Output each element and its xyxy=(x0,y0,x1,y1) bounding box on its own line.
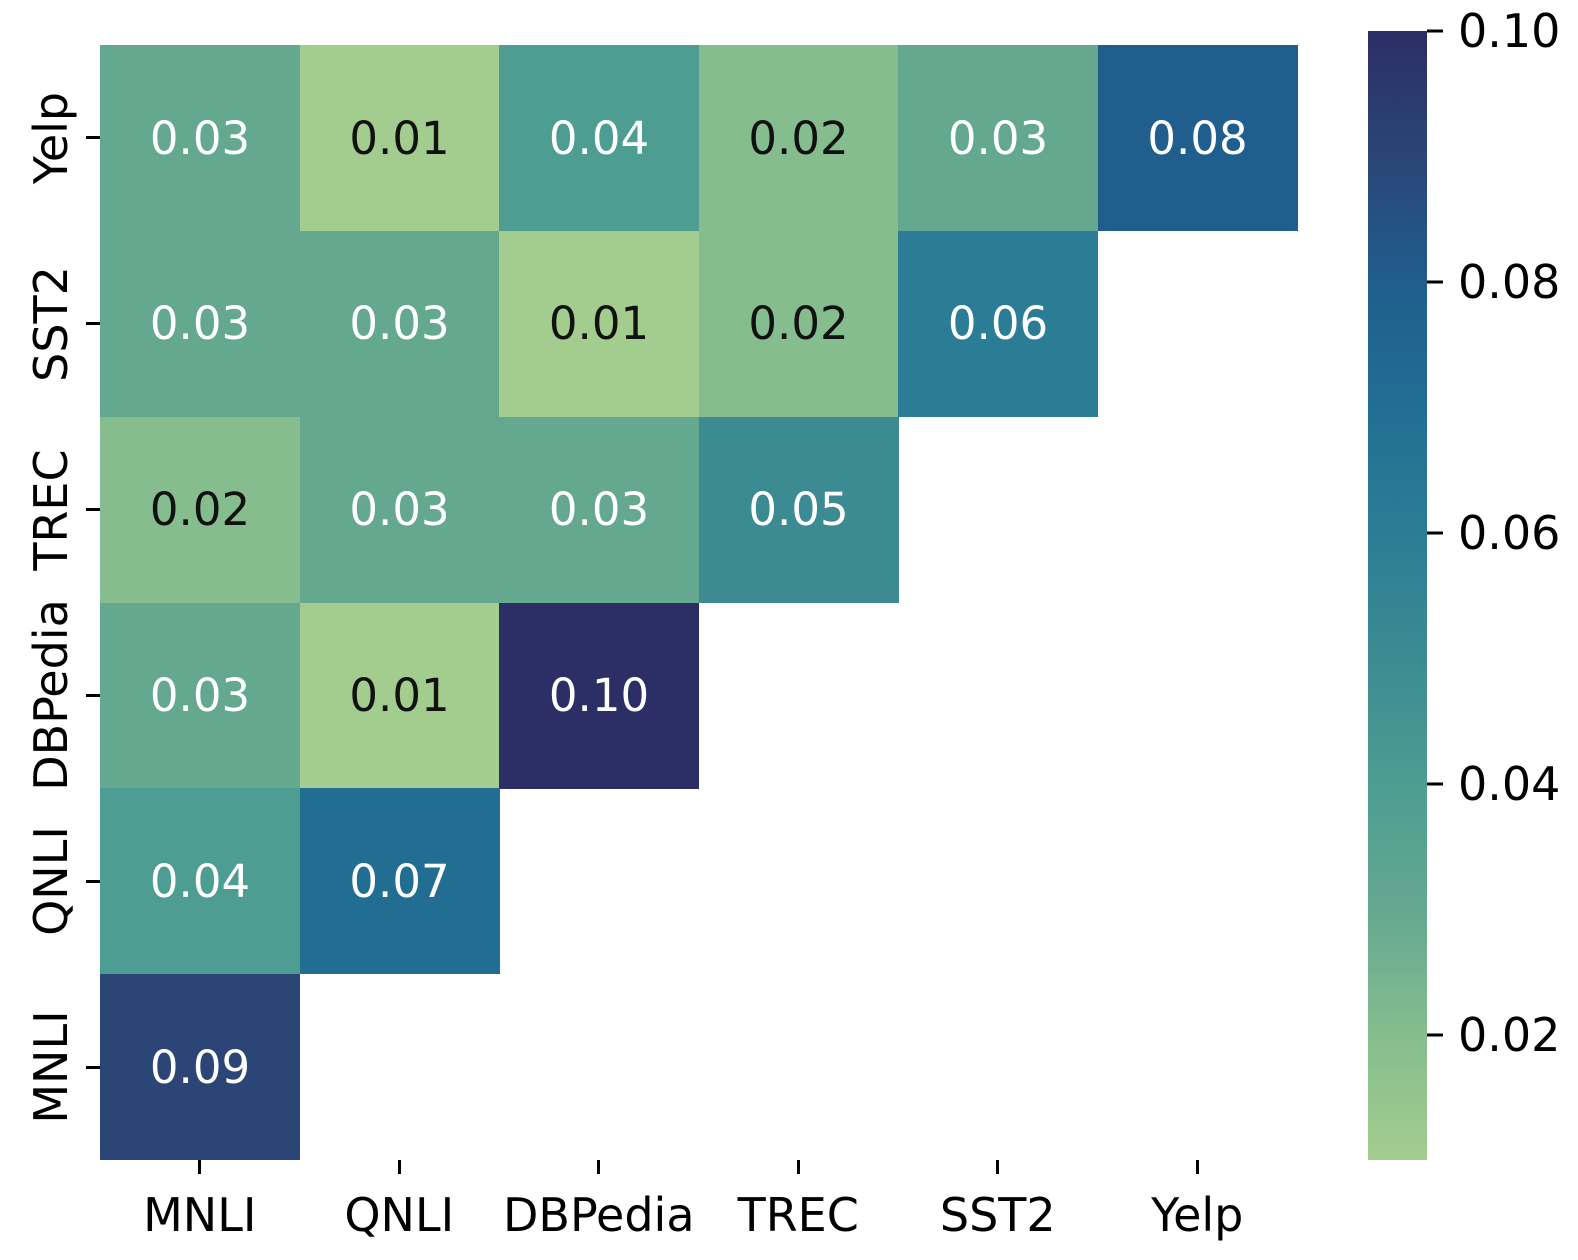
x-tick-label: SST2 xyxy=(939,1188,1056,1242)
colorbar-tick-label: 0.06 xyxy=(1458,505,1561,560)
heatmap-plot: 0.03 0.01 0.04 0.02 0.03 0.08 0.03 0.03 0.01 0.02… xyxy=(100,45,1298,1161)
heatmap-cell: 0.06 xyxy=(898,230,1098,417)
cell-value: 0.02 xyxy=(748,297,849,351)
cell-value: 0.09 xyxy=(149,1040,251,1094)
y-tick-label: DBPedia xyxy=(24,600,78,792)
x-tick-mark xyxy=(796,1160,800,1174)
cell-value: 0.01 xyxy=(349,669,450,722)
colorbar-tick-label: 0.04 xyxy=(1458,756,1561,811)
heatmap-cell: 0.02 xyxy=(100,416,300,603)
heatmap-cell: 0.03 xyxy=(299,416,500,603)
y-tick-mark xyxy=(86,693,100,697)
cell-value: 0.07 xyxy=(349,854,450,908)
y-tick-label: TREC xyxy=(24,449,78,570)
y-tick-label-text: SST2 xyxy=(24,265,78,382)
y-tick-label-text: DBPedia xyxy=(24,599,78,792)
cell-value: 0.04 xyxy=(548,111,650,165)
x-tick-label: DBPedia xyxy=(502,1188,695,1242)
x-tick-mark xyxy=(597,1160,601,1174)
cell-value: 0.04 xyxy=(149,854,251,908)
y-tick-mark xyxy=(86,879,100,883)
cell-value: 0.02 xyxy=(748,111,849,165)
cell-value: 0.10 xyxy=(548,669,650,722)
y-tick-label-text: QNLI xyxy=(24,826,78,937)
x-tick-label: MNLI xyxy=(143,1188,257,1242)
cell-value: 0.01 xyxy=(349,111,450,165)
y-tick-label: QNLI xyxy=(24,826,78,936)
colorbar: 0.10 0.08 0.06 0.04 0.02 xyxy=(1368,4,1560,1160)
colorbar-gradient xyxy=(1368,31,1427,1160)
cell-value: 0.03 xyxy=(149,297,251,351)
heatmap-cell: 0.03 xyxy=(499,416,699,603)
heatmap-cell: 0.01 xyxy=(299,602,500,789)
heatmap-cell: 0.09 xyxy=(100,974,300,1161)
y-tick-label: Yelp xyxy=(24,92,78,184)
heatmap-cell: 0.04 xyxy=(100,788,300,975)
colorbar-tick-mark xyxy=(1427,29,1443,33)
cell-value: 0.03 xyxy=(349,483,450,537)
cell-value: 0.03 xyxy=(548,483,650,537)
y-tick-mark xyxy=(86,508,100,512)
heatmap-cell: 0.03 xyxy=(100,602,300,789)
heatmap-cell: 0.02 xyxy=(698,230,899,417)
heatmap-cell: 0.04 xyxy=(499,45,699,231)
x-tick-mark xyxy=(1195,1160,1199,1174)
cell-value: 0.01 xyxy=(548,297,650,351)
y-tick-mark xyxy=(86,1065,100,1069)
y-tick-mark xyxy=(86,322,100,326)
y-tick-label: SST2 xyxy=(24,266,78,382)
x-tick-mark xyxy=(397,1160,401,1174)
heatmap-cell: 0.03 xyxy=(299,230,500,417)
y-tick-label-text: Yelp xyxy=(24,91,78,185)
heatmap-cell: 0.01 xyxy=(499,230,699,417)
cell-value: 0.08 xyxy=(1147,111,1248,165)
colorbar-tick-mark xyxy=(1427,531,1443,535)
heatmap-cell: 0.02 xyxy=(698,45,899,231)
y-tick-mark xyxy=(86,136,100,140)
cell-value: 0.03 xyxy=(349,297,450,351)
heatmap-cell: 0.03 xyxy=(898,45,1098,231)
x-tick-mark xyxy=(198,1160,202,1174)
heatmap-cell: 0.03 xyxy=(100,45,300,231)
cell-value: 0.03 xyxy=(149,669,251,722)
x-tick-label: Yelp xyxy=(1151,1188,1244,1242)
colorbar-tick-mark xyxy=(1427,782,1443,786)
cell-value: 0.03 xyxy=(947,111,1049,165)
cell-value: 0.02 xyxy=(149,483,251,537)
x-tick-mark xyxy=(996,1160,1000,1174)
cell-value: 0.06 xyxy=(947,297,1049,351)
heatmap-cell: 0.07 xyxy=(299,788,500,975)
cell-value: 0.03 xyxy=(149,111,251,165)
heatmap-cell: 0.08 xyxy=(1097,45,1298,231)
x-tick-label: QNLI xyxy=(344,1188,455,1242)
colorbar-tick-label: 0.10 xyxy=(1458,4,1561,58)
cell-value: 0.05 xyxy=(748,483,849,537)
colorbar-tick-label: 0.08 xyxy=(1458,254,1561,309)
colorbar-tick-label: 0.02 xyxy=(1458,1007,1561,1062)
heatmap-cell: 0.10 xyxy=(499,602,699,789)
colorbar-tick-mark xyxy=(1427,1033,1443,1037)
y-tick-label-text: TREC xyxy=(24,448,78,571)
heatmap-cell: 0.01 xyxy=(299,45,500,231)
heatmap-cell: 0.05 xyxy=(698,416,899,603)
heatmap-cell: 0.03 xyxy=(100,230,300,417)
y-tick-label-text: MNLI xyxy=(24,1010,78,1124)
colorbar-tick-mark xyxy=(1427,280,1443,284)
x-tick-label: TREC xyxy=(737,1188,859,1242)
y-tick-label: MNLI xyxy=(24,1010,78,1123)
